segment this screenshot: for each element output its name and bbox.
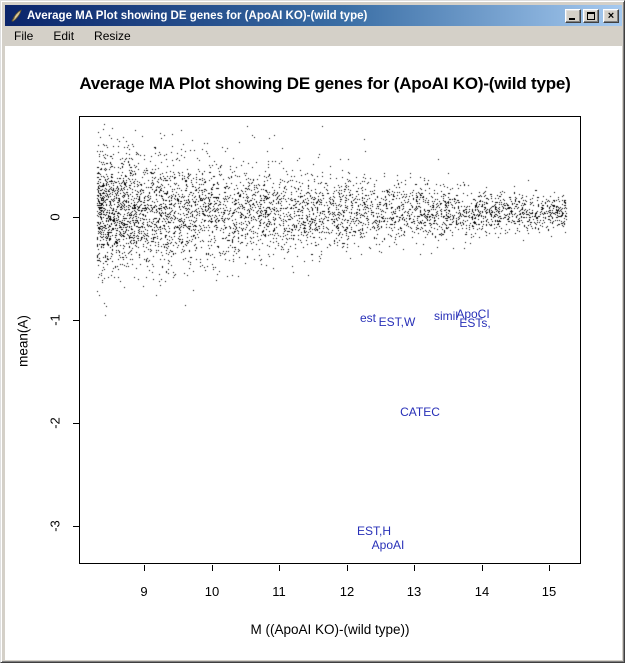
- x-tick-label: 15: [541, 584, 557, 599]
- gene-label-estw: EST,W: [378, 315, 416, 329]
- x-tick-mark: [414, 565, 415, 571]
- gene-label-ests: ESTs,: [459, 316, 491, 330]
- x-axis-title: M ((ApoAI KO)-(wild type)): [250, 622, 410, 637]
- x-tick-label: 14: [474, 584, 490, 599]
- x-tick-label: 12: [339, 584, 355, 599]
- y-tick-mark: [73, 217, 79, 218]
- gene-label-apoai: ApoAI: [371, 538, 405, 552]
- plot-title: Average MA Plot showing DE genes for (Ap…: [79, 74, 571, 93]
- plot-device-area: Average MA Plot showing DE genes for (Ap…: [5, 46, 622, 660]
- close-icon: ×: [607, 9, 615, 22]
- gene-label-simil: simil: [434, 309, 458, 323]
- close-button[interactable]: ×: [603, 8, 619, 23]
- x-tick-label: 9: [140, 584, 148, 599]
- x-tick-mark: [212, 565, 213, 571]
- x-tick-label: 13: [406, 584, 422, 599]
- x-tick-mark: [549, 565, 550, 571]
- y-tick-mark: [73, 423, 79, 424]
- x-tick-mark: [347, 565, 348, 571]
- gene-label-esth: EST,H: [356, 524, 392, 538]
- minimize-button[interactable]: [565, 8, 581, 23]
- maximize-icon: [587, 11, 595, 20]
- menu-edit[interactable]: Edit: [53, 28, 75, 43]
- menu-file[interactable]: File: [14, 28, 34, 43]
- x-tick-mark: [482, 565, 483, 571]
- gene-label-apoci: ApoCI: [456, 307, 490, 321]
- y-tick-mark: [73, 526, 79, 527]
- title-bar[interactable]: Average MA Plot showing DE genes for (Ap…: [5, 5, 622, 26]
- minimize-icon: [569, 17, 575, 20]
- x-tick-label: 11: [272, 584, 286, 599]
- menu-resize[interactable]: Resize: [94, 28, 131, 43]
- x-tick-label: 10: [204, 584, 220, 599]
- scatter-points-canvas: [5, 46, 622, 660]
- maximize-button[interactable]: [583, 8, 599, 23]
- x-tick-mark: [144, 565, 145, 571]
- gene-label-est: est: [359, 311, 377, 325]
- x-tick-mark: [279, 565, 280, 571]
- plot-box-frame: [79, 116, 581, 564]
- y-tick-mark: [73, 320, 79, 321]
- r-graphics-quill-icon: [11, 9, 22, 22]
- window-title: Average MA Plot showing DE genes for (Ap…: [27, 9, 368, 22]
- menu-bar: File Edit Resize: [5, 26, 622, 46]
- gene-label-catec: CATEC: [400, 405, 440, 419]
